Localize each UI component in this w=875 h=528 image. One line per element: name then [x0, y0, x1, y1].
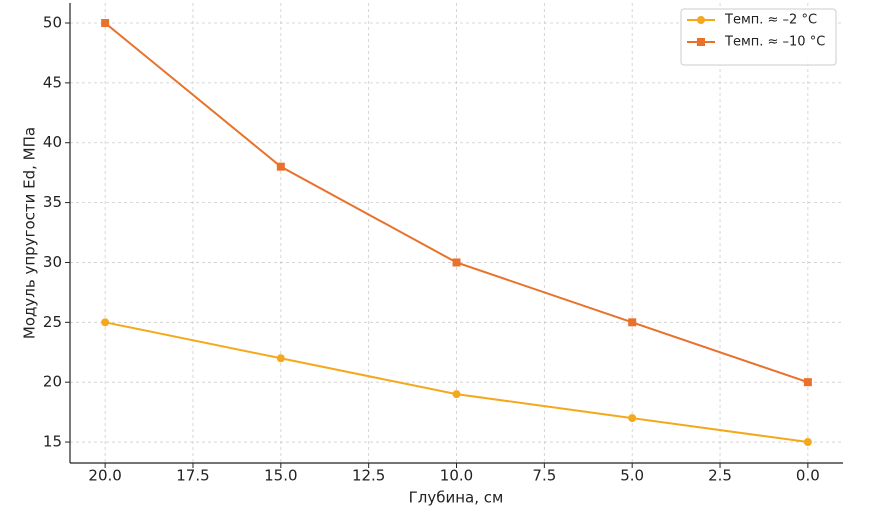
y-axis-label: Модуль упругости Ed, МПа — [21, 127, 39, 339]
y-tick-label: 45 — [43, 73, 62, 91]
y-tick-label: 50 — [43, 13, 62, 31]
y-tick-label: 35 — [43, 193, 62, 211]
legend: Темп. ≈ –2 °C Темп. ≈ –10 °C — [680, 8, 837, 66]
x-tick-label: 2.5 — [708, 467, 732, 485]
x-axis-label: Глубина, см — [409, 489, 504, 507]
legend-marker — [697, 38, 705, 46]
x-tick-label: 7.5 — [532, 467, 556, 485]
marker — [276, 354, 285, 363]
legend-box — [680, 8, 837, 66]
marker — [452, 390, 461, 399]
legend-label: Темп. ≈ –2 °C — [724, 13, 817, 28]
y-tick-label: 40 — [43, 133, 62, 151]
x-tick-label: 20.0 — [88, 467, 121, 485]
x-tick-label: 5.0 — [620, 467, 644, 485]
marker — [803, 438, 812, 447]
x-tick-label: 15.0 — [264, 467, 297, 485]
legend-marker — [697, 16, 705, 24]
x-tick-label: 0.0 — [796, 467, 820, 485]
marker — [628, 414, 637, 423]
marker — [276, 162, 285, 171]
y-tick-label: 30 — [43, 253, 62, 271]
marker — [628, 318, 637, 327]
x-tick-label: 17.5 — [176, 467, 209, 485]
y-tick-label: 25 — [43, 313, 62, 331]
marker — [101, 18, 110, 27]
marker — [101, 318, 110, 327]
y-tick-label: 15 — [43, 433, 62, 451]
x-tick-label: 12.5 — [352, 467, 385, 485]
y-tick-label: 20 — [43, 373, 62, 391]
legend-label: Темп. ≈ –10 °C — [724, 35, 825, 50]
x-tick-label: 10.0 — [440, 467, 473, 485]
marker — [803, 378, 812, 387]
marker — [452, 258, 461, 267]
